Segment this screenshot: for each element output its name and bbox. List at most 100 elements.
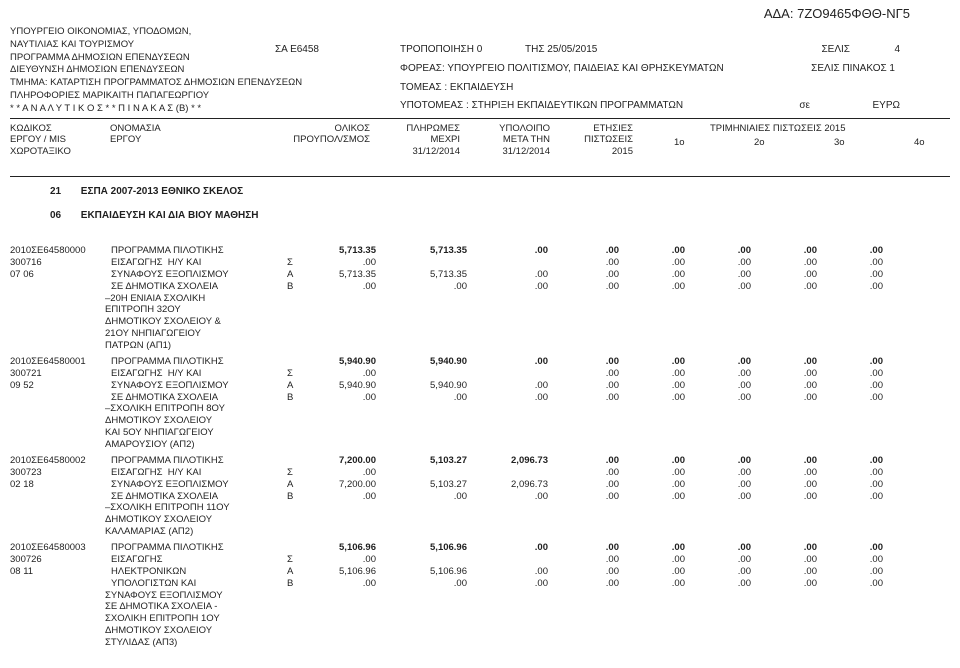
hdr-q2: 2o (754, 137, 765, 148)
amount: .00 (558, 554, 623, 566)
amount: .00 (477, 542, 552, 554)
amount: .00 (761, 542, 821, 554)
amount: .00 (827, 269, 887, 281)
line-type: Β (287, 491, 299, 503)
blank (10, 281, 105, 293)
amount: .00 (827, 578, 887, 590)
amount: .00 (695, 491, 755, 503)
project-row: 300716ΕΙΣΑΓΩΓΗΣ Η/Υ ΚΑΙΣ.00.00.00.00.00.… (10, 257, 950, 269)
amount: .00 (695, 578, 755, 590)
line-type: Β (287, 578, 299, 590)
amount: .00 (629, 566, 689, 578)
amount: .00 (558, 455, 623, 467)
amount: .00 (761, 368, 821, 380)
project-desc: ΠΡΟΓΡΑΜΜΑ ΠΙΛΟΤΙΚΗΣ (111, 542, 281, 554)
project-row: 2010ΣΕ64580002ΠΡΟΓΡΑΜΜΑ ΠΙΛΟΤΙΚΗΣ7,200.0… (10, 455, 950, 467)
hdr-q1: 1o (674, 137, 685, 148)
amount: .00 (827, 368, 887, 380)
project-desc: ΣΕ ΔΗΜΟΤΙΚΑ ΣΧΟΛΕΙΑ (111, 392, 281, 404)
project-desc: ΣΕ ΔΗΜΟΤΙΚΑ ΣΧΟΛΕΙΑ (111, 491, 281, 503)
amount: .00 (761, 566, 821, 578)
amount: .00 (558, 578, 623, 590)
amount (477, 554, 552, 566)
amount: 5,713.35 (305, 269, 380, 281)
ypotomeas: ΥΠΟΤΟΜΕΑΣ : ΣΤΗΡΙΞΗ ΕΚΠΑΙΔΕΥΤΙΚΩΝ ΠΡΟΓΡΑ… (400, 100, 683, 111)
amount: .00 (558, 392, 623, 404)
project-code: 2010ΣΕ64580001 (10, 356, 105, 368)
amount: .00 (629, 455, 689, 467)
blank (10, 392, 105, 404)
amount: .00 (827, 392, 887, 404)
amount: .00 (827, 380, 887, 392)
amount: .00 (761, 554, 821, 566)
amount (477, 368, 552, 380)
amount: .00 (761, 356, 821, 368)
project-block: 2010ΣΕ64580002ΠΡΟΓΡΑΜΜΑ ΠΙΛΟΤΙΚΗΣ7,200.0… (10, 455, 950, 538)
line-type: Σ (287, 467, 299, 479)
ministry-line: ΠΛΗΡΟΦΟΡΙΕΣ ΜΑΡΙΚΑΙΤΗ ΠΑΠΑΓΕΩΡΓΙΟΥ (10, 90, 302, 103)
amount: .00 (695, 245, 755, 257)
amount: .00 (761, 245, 821, 257)
project-code: 2010ΣΕ64580000 (10, 245, 105, 257)
amount: .00 (386, 281, 471, 293)
ministry-line: ΤΜΗΜΑ: ΚΑΤΑΡΤΙΣΗ ΠΡΟΓΡΑΜΜΑΤΟΣ ΔΗΜΟΣΙΩΝ Ε… (10, 77, 302, 90)
amount: .00 (305, 281, 380, 293)
project-desc: ΕΙΣΑΓΩΓΗΣ Η/Υ ΚΑΙ (111, 368, 281, 380)
project-row: 300721ΕΙΣΑΓΩΓΗΣ Η/Υ ΚΑΙΣ.00.00.00.00.00.… (10, 368, 950, 380)
amount: 2,096.73 (477, 455, 552, 467)
amount: .00 (477, 269, 552, 281)
amount: .00 (761, 257, 821, 269)
amount: .00 (558, 542, 623, 554)
amount: .00 (761, 479, 821, 491)
amount: 7,200.00 (305, 479, 380, 491)
page-number: 4 (894, 44, 900, 55)
project-block: 2010ΣΕ64580003ΠΡΟΓΡΑΜΜΑ ΠΙΛΟΤΙΚΗΣ5,106.9… (10, 542, 950, 649)
project-row: ΥΠΟΛΟΓΙΣΤΩΝ ΚΑΙΒ.00.00.00.00.00.00.00.00 (10, 578, 950, 590)
amount: .00 (477, 578, 552, 590)
amount: .00 (761, 380, 821, 392)
table-header: ΚΩΔΙΚΟΣ ΕΡΓΟΥ / MIS ΧΩΡΟΤΑΞΙΚΟ ΟΝΟΜΑΣΙΑ … (10, 121, 950, 173)
project-row: 09 52ΣΥΝΑΦΟΥΣ ΕΞΟΠΛΙΣΜΟΥΑ5,940.905,940.9… (10, 380, 950, 392)
ministry-line: * * Α Ν Α Λ Υ Τ Ι Κ Ο Σ * * Π Ι Ν Α Κ Α … (10, 103, 302, 116)
project-loc: 09 52 (10, 380, 105, 392)
amount: .00 (386, 491, 471, 503)
amount: .00 (827, 257, 887, 269)
amount: .00 (827, 479, 887, 491)
amount: .00 (827, 455, 887, 467)
amount: .00 (558, 491, 623, 503)
amount: .00 (827, 245, 887, 257)
amount: .00 (558, 281, 623, 293)
amount: .00 (827, 467, 887, 479)
amount: .00 (558, 566, 623, 578)
amount: .00 (558, 257, 623, 269)
amount: .00 (695, 257, 755, 269)
page: ΑΔΑ: 7ΖΟ9465ΦΘΘ-ΝΓ5 ΥΠΟΥΡΓΕΙΟ ΟΙΚΟΝΟΜΙΑΣ… (0, 0, 960, 668)
project-row: 08 11ΗΛΕΚΤΡΟΝΙΚΩΝΑ5,106.965,106.96.00.00… (10, 566, 950, 578)
amount (477, 467, 552, 479)
project-row: 07 06ΣΥΝΑΦΟΥΣ ΕΞΟΠΛΙΣΜΟΥΑ5,713.355,713.3… (10, 269, 950, 281)
amount: .00 (761, 269, 821, 281)
amount: .00 (827, 281, 887, 293)
amount: .00 (558, 269, 623, 281)
project-loc: 08 11 (10, 566, 105, 578)
amount: 5,940.90 (305, 356, 380, 368)
amount: .00 (629, 578, 689, 590)
line-type: Σ (287, 368, 299, 380)
amount: .00 (305, 368, 380, 380)
amount: .00 (629, 392, 689, 404)
line-type: Σ (287, 554, 299, 566)
blank (10, 578, 105, 590)
project-desc: ΗΛΕΚΤΡΟΝΙΚΩΝ (111, 566, 281, 578)
project-row: 2010ΣΕ64580000ΠΡΟΓΡΑΜΜΑ ΠΙΛΟΤΙΚΗΣ5,713.3… (10, 245, 950, 257)
ministry-line: ΝΑΥΤΙΛΙΑΣ ΚΑΙ ΤΟΥΡΙΣΜΟΥ (10, 39, 302, 52)
amount: 5,940.90 (386, 356, 471, 368)
line-type: Β (287, 392, 299, 404)
line-type (287, 455, 299, 467)
amount: .00 (761, 467, 821, 479)
amount: .00 (558, 380, 623, 392)
hdr-budget: ΟΛΙΚΟΣ ΠΡΟΥΠΟΛ/ΣΜΟΣ (285, 123, 370, 146)
projects-content: 2010ΣΕ64580000 ΠΡΟΓΡΑΜΜΑ ΠΙΛΟΤΙΚΗΣ 5,713.3… (10, 245, 950, 653)
amount: .00 (477, 281, 552, 293)
line-type (287, 245, 299, 257)
line-type: Α (287, 479, 299, 491)
